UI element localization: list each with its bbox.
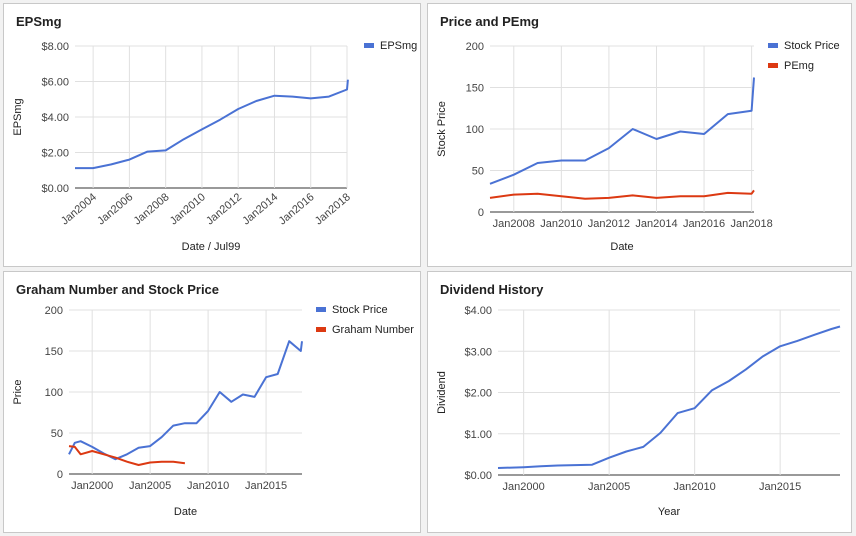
- price-pe-chart: 0 50 100 150 200 Jan2008 Jan2010 Jan2012 Jan2014…: [436, 40, 840, 253]
- x-axis-title: Year: [658, 506, 681, 518]
- x-tick-label: Jan2012: [204, 191, 244, 227]
- series-line-graham-number: [68, 445, 186, 466]
- y-axis-title: EPSmg: [12, 98, 24, 135]
- x-axis-title: Date / Jul99: [182, 241, 241, 253]
- y-axis-title: Stock Price: [436, 101, 448, 157]
- x-tick-label: Jan2004: [59, 191, 99, 227]
- x-tick-label: Jan2005: [588, 481, 630, 493]
- chart-title: Price and PEmg: [440, 14, 539, 29]
- y-tick-label: $2.00: [464, 388, 492, 400]
- dividend-chart: $0.00 $1.00 $2.00 $3.00 $4.00 Jan2000 Jan2005 J…: [436, 305, 841, 518]
- x-tick-label: Jan2015: [759, 481, 801, 493]
- y-tick-label: 150: [466, 83, 484, 95]
- y-axis-title: Price: [12, 379, 24, 404]
- legend-label: Stock Price: [784, 40, 840, 52]
- x-tick-label: Jan2010: [540, 218, 582, 230]
- legend-label: Stock Price: [332, 304, 388, 316]
- x-tick-label: Jan2010: [187, 480, 229, 492]
- gridlines: [498, 309, 840, 476]
- x-tick-label: Jan2000: [71, 480, 113, 492]
- gridlines: [490, 45, 754, 213]
- y-tick-label: $1.00: [464, 429, 492, 441]
- series-line-epsmg: [75, 79, 349, 170]
- series-line-stock-price: [489, 77, 755, 185]
- graham-chart-panel: Graham Number and Stock Price 0 50 100 150 2…: [3, 271, 421, 533]
- x-axis-title: Date: [610, 241, 633, 253]
- x-tick-label: Jan2008: [132, 191, 172, 227]
- y-tick-label: $0.00: [464, 470, 492, 482]
- x-axis-title: Date: [174, 506, 197, 518]
- chart-title: Dividend History: [440, 282, 544, 297]
- x-tick-label: Jan2010: [674, 481, 716, 493]
- legend-swatch: [364, 43, 374, 48]
- chart-title: Graham Number and Stock Price: [16, 282, 220, 297]
- x-tick-label: Jan2016: [277, 191, 317, 227]
- y-axis-title: Dividend: [436, 371, 448, 414]
- legend-swatch: [768, 63, 778, 68]
- y-tick-label: 100: [45, 387, 63, 399]
- y-tick-label: $8.00: [41, 41, 69, 53]
- y-tick-label: 100: [466, 124, 484, 136]
- y-tick-label: 50: [51, 428, 63, 440]
- y-tick-label: $2.00: [41, 148, 69, 160]
- y-tick-label: $0.00: [41, 183, 69, 195]
- x-tick-label: Jan2012: [588, 218, 630, 230]
- gridlines: [75, 45, 348, 189]
- y-tick-label: 200: [466, 41, 484, 53]
- y-tick-label: 0: [57, 469, 63, 481]
- legend-swatch: [316, 307, 326, 312]
- dividend-chart-panel: Dividend History $0.00 $1.00 $2.00 $3.00 $4.…: [427, 271, 852, 533]
- x-tick-label: Jan2018: [731, 218, 773, 230]
- series-line-stock-price: [68, 340, 303, 461]
- x-tick-label: Jan2006: [95, 191, 135, 227]
- legend-swatch: [316, 327, 326, 332]
- y-tick-label: $3.00: [464, 346, 492, 358]
- y-tick-label: $6.00: [41, 77, 69, 89]
- x-tick-label: Jan2016: [683, 218, 725, 230]
- x-tick-label: Jan2000: [503, 481, 545, 493]
- chart-title: EPSmg: [16, 14, 62, 29]
- x-tick-label: Jan2015: [245, 480, 287, 492]
- y-tick-label: $4.00: [464, 305, 492, 317]
- graham-chart: 0 50 100 150 200 Jan2000 Jan2005 Jan2010 Jan2015…: [12, 304, 414, 518]
- x-tick-label: Jan2018: [313, 191, 353, 227]
- y-tick-label: 50: [472, 166, 484, 178]
- x-tick-label: Jan2014: [635, 218, 677, 230]
- legend-label: PEmg: [784, 60, 814, 72]
- y-tick-label: $4.00: [41, 112, 69, 124]
- eps-chart-panel: EPSmg $0.00 $2.00 $4.00 $6.00 $8.00 Jan2004 Ja…: [3, 3, 421, 267]
- legend-label: Graham Number: [332, 324, 414, 336]
- y-tick-label: 0: [478, 207, 484, 219]
- series-line-0: [497, 325, 841, 469]
- x-tick-label: Jan2014: [240, 191, 280, 227]
- x-tick-label: Jan2005: [129, 480, 171, 492]
- x-tick-label: Jan2008: [493, 218, 535, 230]
- y-tick-label: 200: [45, 305, 63, 317]
- eps-chart: $0.00$2.00$4.00$6.00$8.00Jan2004Jan2006J…: [12, 40, 417, 253]
- series-line-pemg: [489, 189, 755, 200]
- x-tick-label: Jan2010: [168, 191, 208, 227]
- price-pe-chart-panel: Price and PEmg 0 50 100 150 200 Jan2008 Jan201…: [427, 3, 852, 267]
- gridlines: [69, 309, 302, 475]
- y-tick-label: 150: [45, 346, 63, 358]
- legend-swatch: [768, 43, 778, 48]
- legend-label: EPSmg: [380, 40, 417, 52]
